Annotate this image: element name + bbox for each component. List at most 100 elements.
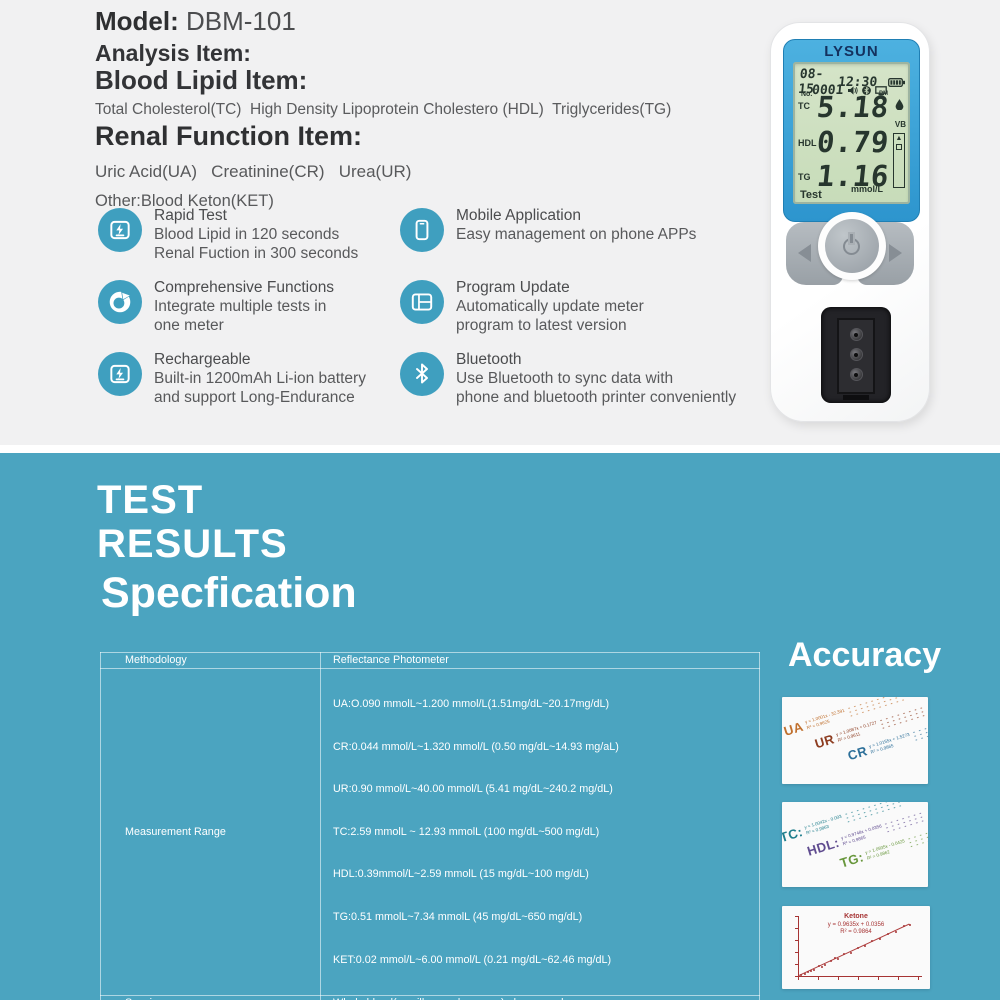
feature-line: one meter — [154, 317, 224, 334]
feature-title: Rapid Test — [154, 207, 227, 224]
feature-mobile-application: Mobile Application Easy management on ph… — [400, 206, 763, 263]
port-contact — [849, 328, 863, 341]
test-results-line1: TEST — [97, 478, 204, 522]
series-label: UR — [812, 731, 837, 752]
feature-line: Easy management on phone APPs — [456, 226, 697, 243]
monitor-icon — [874, 85, 887, 95]
bluetooth-status-icon — [861, 86, 871, 95]
lcd-record-line: No. 0001 — [801, 83, 887, 98]
test-strip-indicator-icon: ▲ — [893, 133, 905, 188]
scatter-points — [800, 974, 802, 976]
spec-value: Reflectance Photometer — [320, 652, 760, 669]
program-update-icon — [400, 280, 444, 324]
spec-value: Whole blood( capillary and venous ),plas… — [320, 995, 760, 1000]
feature-comprehensive-functions: Comprehensive Functions Integrate multip… — [98, 278, 400, 335]
spec-label: Measurement Range — [100, 667, 321, 997]
spec-label: Methodology — [100, 652, 321, 669]
speaker-icon — [847, 86, 858, 95]
analysis-item-title: Analysis Item: — [95, 40, 251, 66]
lcd-record-label: No. — [801, 91, 813, 98]
test-results-heading: TEST RESULTS — [97, 478, 288, 566]
series-label: TG: — [838, 849, 866, 871]
lcd-status-line: 08-15 12:30 PM — [797, 67, 905, 97]
battery-charging-icon — [98, 208, 142, 252]
other-item: Other:Blood Keton(KET) — [95, 192, 274, 210]
lcd-unit: mmol/L — [850, 184, 883, 194]
range-line: HDL:0.39mmol/L~2.59 mmolL (15 mg/dL~100 … — [333, 868, 589, 881]
feature-line: Blood Lipid in 120 seconds — [154, 226, 340, 243]
accuracy-chart-ketone: Ketone y = 0.9635x + 0.0356 R² = 0.9864 — [782, 906, 930, 989]
blood-lipid-title: Blood Lipid ltem: — [95, 65, 308, 95]
range-line: UA:O.090 mmolL~1.200 mmol/L(1.51mg/dL~20… — [333, 698, 610, 710]
left-arrow-icon — [798, 244, 811, 262]
table-row: SpecimenWhole blood( capillary and venou… — [100, 995, 760, 1000]
bluetooth-icon — [400, 352, 444, 396]
series-label: UA — [782, 718, 806, 739]
spec-label: Specimen — [100, 995, 321, 1000]
scatter-points — [905, 830, 928, 849]
y-axis — [798, 916, 799, 977]
lcd-tg-label: TG — [798, 172, 811, 182]
brand-logo: LYSUN — [824, 43, 879, 60]
feature-title: Bluetooth — [456, 351, 522, 368]
port-contact — [849, 348, 863, 361]
rechargeable-battery-icon — [98, 352, 142, 396]
feature-line: Use Bluetooth to sync data with — [456, 370, 674, 387]
feature-rapid-test: Rapid Test Blood Lipid in 120 seconds Re… — [98, 206, 400, 263]
range-line: CR:0.044 mmol/L~1.320 mmol/L (0.50 mg/dL… — [333, 740, 619, 753]
feature-title: Program Update — [456, 279, 570, 296]
feature-rechargeable: Rechargeable Built-in 1200mAh Li-ion bat… — [98, 350, 400, 407]
lcd-meridiem: PM — [879, 91, 888, 97]
feature-title: Comprehensive Functions — [154, 279, 335, 296]
range-line: UR:0.90 mmol/L~40.00 mmol/L (5.41 mg/dL~… — [333, 783, 613, 796]
series-label: HDL: — [805, 834, 842, 859]
feature-line: Built-in 1200mAh Li-ion battery — [154, 370, 366, 387]
feature-bluetooth: Bluetooth Use Bluetooth to sync data wit… — [400, 350, 763, 407]
feature-list: Rapid Test Blood Lipid in 120 seconds Re… — [98, 206, 763, 407]
spec-value: UA:O.090 mmolL~1.200 mmol/L(1.51mg/dL~20… — [320, 667, 760, 997]
feature-line: program to latest version — [456, 317, 627, 334]
feature-line: Automatically update meter — [456, 298, 644, 315]
ketone-equation: y = 0.9635x + 0.0356 R² = 0.9864 — [827, 922, 885, 935]
strip-square — [896, 144, 902, 150]
table-row: Methodology Reflectance Photometer — [100, 652, 760, 669]
x-axis — [798, 976, 922, 977]
specification-heading: Specfication — [101, 569, 357, 617]
power-icon — [843, 234, 860, 255]
series-label: CR — [845, 743, 870, 764]
feature-title: Rechargeable — [154, 351, 251, 368]
ketone-chart-title: Ketone — [844, 913, 868, 920]
feature-line: Integrate multiple tests in — [154, 298, 327, 315]
feature-line: phone and bluetooth printer conveniently — [456, 389, 737, 406]
accuracy-chart-renal: UA y = 1.0001x - 32.391 R² = 0.9625 UR y … — [782, 697, 928, 784]
device-screen-bezel: LYSUN 08-15 12:30 PM No. 0001 — [783, 39, 920, 222]
port-contact — [849, 368, 863, 381]
lcd-hdl-label: HDL — [798, 138, 817, 148]
accuracy-chart-lipid: TC: y = 1.0042x - 0.003 R² = 0.9863 HDL: … — [782, 802, 928, 887]
lcd-hdl-value: 0.79 — [815, 125, 891, 159]
range-line: TC:2.59 mmolL ~ 12.93 mmolL (100 mg/dL~5… — [333, 825, 600, 838]
y-axis-ticks — [795, 916, 798, 977]
test-results-line2: RESULTS — [97, 522, 288, 566]
renal-function-items: Uric Acid(UA) Creatinine(CR) Urea(UR) — [95, 162, 412, 181]
blood-lipid-items: Total Cholesterol(TC) High Density Lipop… — [95, 101, 672, 118]
lcd-tc-label: TC — [798, 101, 810, 111]
accuracy-heading: Accuracy — [788, 636, 942, 674]
lcd-vb-flag: VB — [894, 120, 906, 129]
meter-device-photo: LYSUN 08-15 12:30 PM No. 0001 — [770, 22, 930, 422]
feature-line: and support Long-Endurance — [154, 389, 355, 406]
model-label: Model: — [95, 6, 179, 36]
strip-port-slot — [837, 318, 875, 394]
power-button[interactable] — [825, 219, 879, 273]
port-bar — [843, 395, 869, 400]
x-axis-ticks — [798, 977, 922, 980]
range-line: KET:0.02 mmol/L~6.00 mmol/L (0.21 mg/dL~… — [333, 953, 612, 966]
feature-line: Renal Fuction in 300 seconds — [154, 245, 359, 262]
scatter-points — [910, 725, 928, 743]
multi-test-icon — [98, 280, 142, 324]
power-button-ring — [818, 212, 886, 280]
product-overview-section: Model: DBM-101 Analysis Item: Blood Lipi… — [0, 0, 1000, 445]
right-arrow-icon — [889, 244, 902, 262]
range-line: TG:0.51 mmolL~7.34 mmolL (45 mg/dL~650 m… — [333, 910, 583, 923]
